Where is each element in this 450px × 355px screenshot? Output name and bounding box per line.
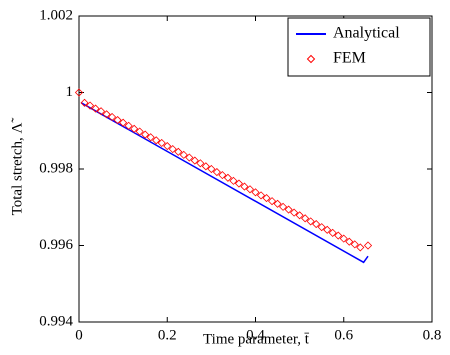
- marker: [251, 188, 260, 197]
- marker: [108, 112, 117, 122]
- marker: [152, 136, 161, 145]
- legend-label: FEM: [333, 50, 366, 67]
- marker: [74, 88, 84, 97]
- marker: [334, 231, 343, 240]
- marker: [80, 98, 89, 107]
- marker: [174, 147, 183, 156]
- marker: [130, 124, 139, 133]
- marker: [350, 240, 359, 249]
- marker: [146, 133, 155, 142]
- x-tick-label: 0.4: [246, 327, 265, 343]
- marker: [113, 115, 122, 125]
- marker: [245, 185, 255, 194]
- marker: [339, 234, 348, 243]
- marker: [240, 182, 249, 191]
- marker: [273, 199, 282, 208]
- marker: [207, 164, 216, 174]
- marker: [284, 205, 293, 214]
- marker: [163, 141, 172, 151]
- legend-label: Analytical: [333, 25, 400, 42]
- marker: [223, 173, 232, 182]
- line-series: [80, 102, 369, 264]
- marker: [267, 197, 277, 206]
- marker: [85, 101, 95, 110]
- marker: [185, 153, 194, 162]
- y-tick-label: 0.998: [39, 160, 73, 176]
- marker: [135, 127, 144, 136]
- marker: [295, 211, 304, 220]
- marker: [290, 208, 299, 217]
- legend-swatch: [306, 54, 316, 64]
- marker: [157, 138, 166, 148]
- marker: [124, 121, 133, 130]
- marker: [345, 237, 354, 246]
- marker: [91, 104, 100, 113]
- marker: [196, 159, 205, 168]
- marker: [306, 217, 315, 226]
- marker: [312, 220, 321, 229]
- x-tick-label: 0.8: [423, 327, 442, 343]
- marker: [218, 171, 227, 180]
- marker: [328, 228, 337, 237]
- legend-box: [287, 17, 431, 77]
- x-tick-label: 0.6: [334, 327, 353, 343]
- marker: [190, 156, 199, 165]
- y-tick-label: 0.994: [39, 313, 73, 329]
- marker: [301, 214, 310, 223]
- marker: [141, 130, 150, 139]
- marker: [279, 202, 288, 211]
- y-tick-label: 0.996: [39, 237, 73, 253]
- marker: [317, 223, 326, 232]
- marker: [212, 167, 221, 177]
- marker: [96, 107, 106, 116]
- marker: [102, 110, 111, 119]
- marker: [262, 194, 271, 203]
- x-axis-label: Time parameter, t̄: [203, 331, 310, 347]
- x-tick-label: 0: [75, 327, 83, 343]
- y-axis-label: Total stretch, Λ̃: [9, 118, 25, 216]
- marker: [256, 191, 266, 200]
- marker: [229, 176, 238, 185]
- marker: [179, 150, 188, 159]
- marker: [356, 243, 365, 252]
- marker: [201, 162, 210, 171]
- marker: [168, 145, 177, 154]
- x-tick-label: 0.2: [158, 327, 177, 343]
- y-tick-label: 1.002: [39, 7, 73, 23]
- marker: [119, 118, 128, 127]
- y-tick-label: 1: [66, 84, 74, 100]
- marker: [363, 241, 373, 250]
- marker: [323, 225, 332, 234]
- marker: [234, 179, 244, 188]
